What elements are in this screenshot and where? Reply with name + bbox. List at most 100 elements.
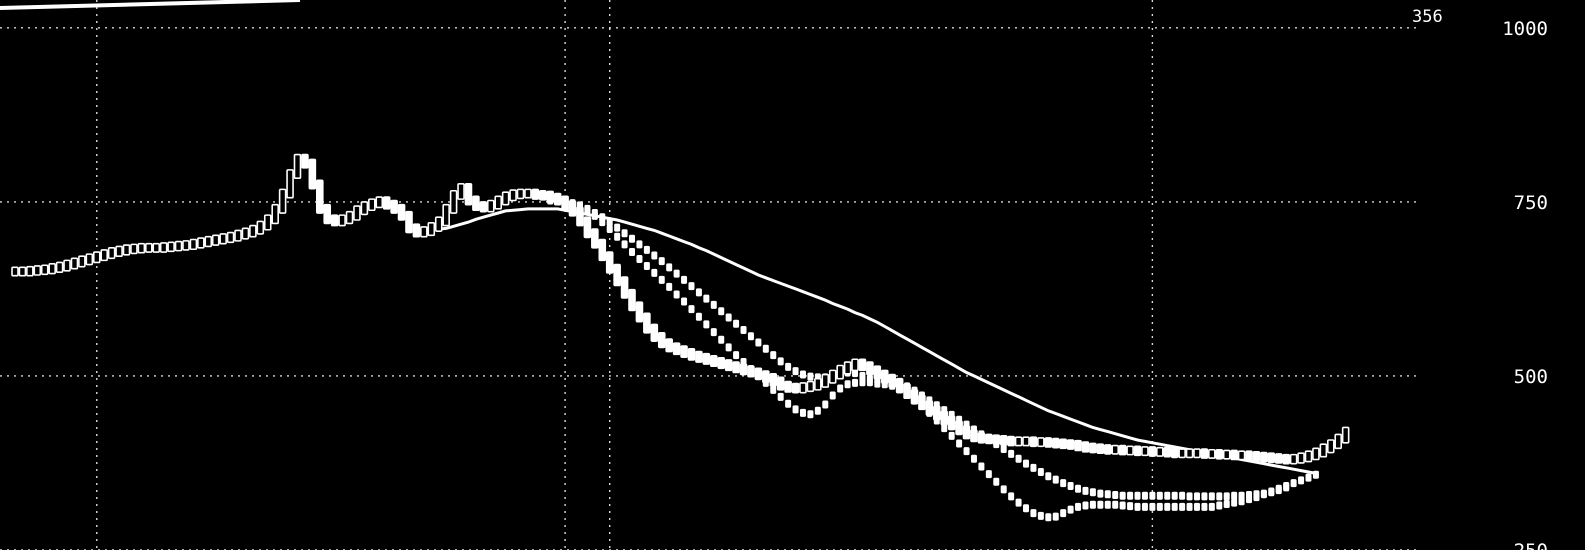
series-point <box>688 282 695 291</box>
series-point <box>1060 479 1067 488</box>
candle <box>925 400 934 416</box>
series-point <box>1060 509 1067 518</box>
series-point <box>866 378 873 387</box>
series-point <box>1208 492 1215 501</box>
series-point <box>591 211 598 220</box>
series-point <box>1171 491 1178 500</box>
series-point <box>807 410 814 419</box>
series-point <box>859 371 866 380</box>
series-point <box>740 326 747 334</box>
candle <box>345 210 354 225</box>
candle <box>100 249 109 262</box>
candle <box>546 190 555 203</box>
series-point <box>1193 502 1200 511</box>
candle <box>501 191 510 206</box>
series-point <box>1141 491 1148 500</box>
series-point <box>1179 502 1186 511</box>
series-point <box>1260 490 1267 499</box>
candle <box>1007 435 1015 447</box>
candle <box>680 345 688 358</box>
candle <box>308 158 317 190</box>
candle <box>78 255 86 268</box>
series-point <box>703 320 710 329</box>
y-tick-label: 1000 <box>1502 18 1548 40</box>
series-point <box>1201 502 1208 511</box>
corner-label: 356 <box>1412 7 1443 27</box>
series-point <box>710 328 717 337</box>
candle <box>457 182 465 200</box>
candle <box>63 259 71 272</box>
series-point <box>1149 502 1156 511</box>
candle <box>970 429 978 443</box>
series-point <box>629 234 636 243</box>
series-point <box>993 477 1000 486</box>
candle <box>992 434 1001 445</box>
candle <box>293 153 302 180</box>
series-point <box>666 263 673 272</box>
series-point <box>956 439 963 448</box>
candle <box>561 195 569 211</box>
series-point <box>1134 491 1141 500</box>
candle <box>18 266 27 277</box>
candle <box>657 331 666 349</box>
candle <box>1022 436 1030 447</box>
series-point <box>1223 500 1230 509</box>
series-point <box>1052 512 1059 521</box>
candle <box>271 203 279 225</box>
candle <box>1044 437 1053 448</box>
candle <box>442 203 450 227</box>
series-point <box>629 248 636 257</box>
series-point <box>1246 495 1253 504</box>
series-point <box>651 251 658 260</box>
series-point <box>1283 481 1290 490</box>
candle <box>702 352 711 365</box>
candle <box>635 301 644 323</box>
candle <box>1252 451 1261 462</box>
candle <box>695 350 703 363</box>
candle <box>360 201 369 216</box>
series-2 <box>547 195 1319 522</box>
candle <box>353 205 361 221</box>
candle <box>1326 439 1335 454</box>
candle <box>821 373 830 388</box>
series-point <box>1156 491 1163 500</box>
candle <box>1126 445 1134 456</box>
candle <box>33 265 42 276</box>
candle <box>1222 449 1231 460</box>
series-point <box>770 351 777 360</box>
candle <box>167 241 175 253</box>
series-point <box>1253 493 1260 502</box>
candle <box>1059 438 1067 450</box>
candle <box>464 182 473 206</box>
series-point <box>1045 513 1052 522</box>
series-point <box>1082 486 1089 495</box>
series-point <box>1089 488 1096 497</box>
candle <box>301 153 309 169</box>
candle <box>1208 448 1216 459</box>
candle <box>420 226 428 238</box>
series-point <box>822 400 829 409</box>
series-point <box>747 332 754 341</box>
series-point <box>799 408 806 417</box>
candle <box>219 233 227 245</box>
candle <box>999 435 1008 446</box>
series-point <box>621 229 628 238</box>
series-point <box>1238 497 1245 506</box>
candle <box>1066 439 1075 450</box>
candle <box>249 224 257 238</box>
candle <box>1170 447 1179 459</box>
series-point <box>1075 502 1082 511</box>
candle <box>1230 449 1238 461</box>
series-point <box>755 338 762 347</box>
candle <box>985 433 993 445</box>
series-point <box>1149 491 1156 500</box>
candle <box>494 195 503 210</box>
candle <box>539 189 547 201</box>
candle <box>1148 446 1157 457</box>
series-point <box>1052 475 1059 484</box>
series-point <box>636 254 643 263</box>
candle <box>338 214 346 227</box>
candle <box>204 235 213 248</box>
candle <box>613 263 621 287</box>
candle <box>583 216 592 239</box>
